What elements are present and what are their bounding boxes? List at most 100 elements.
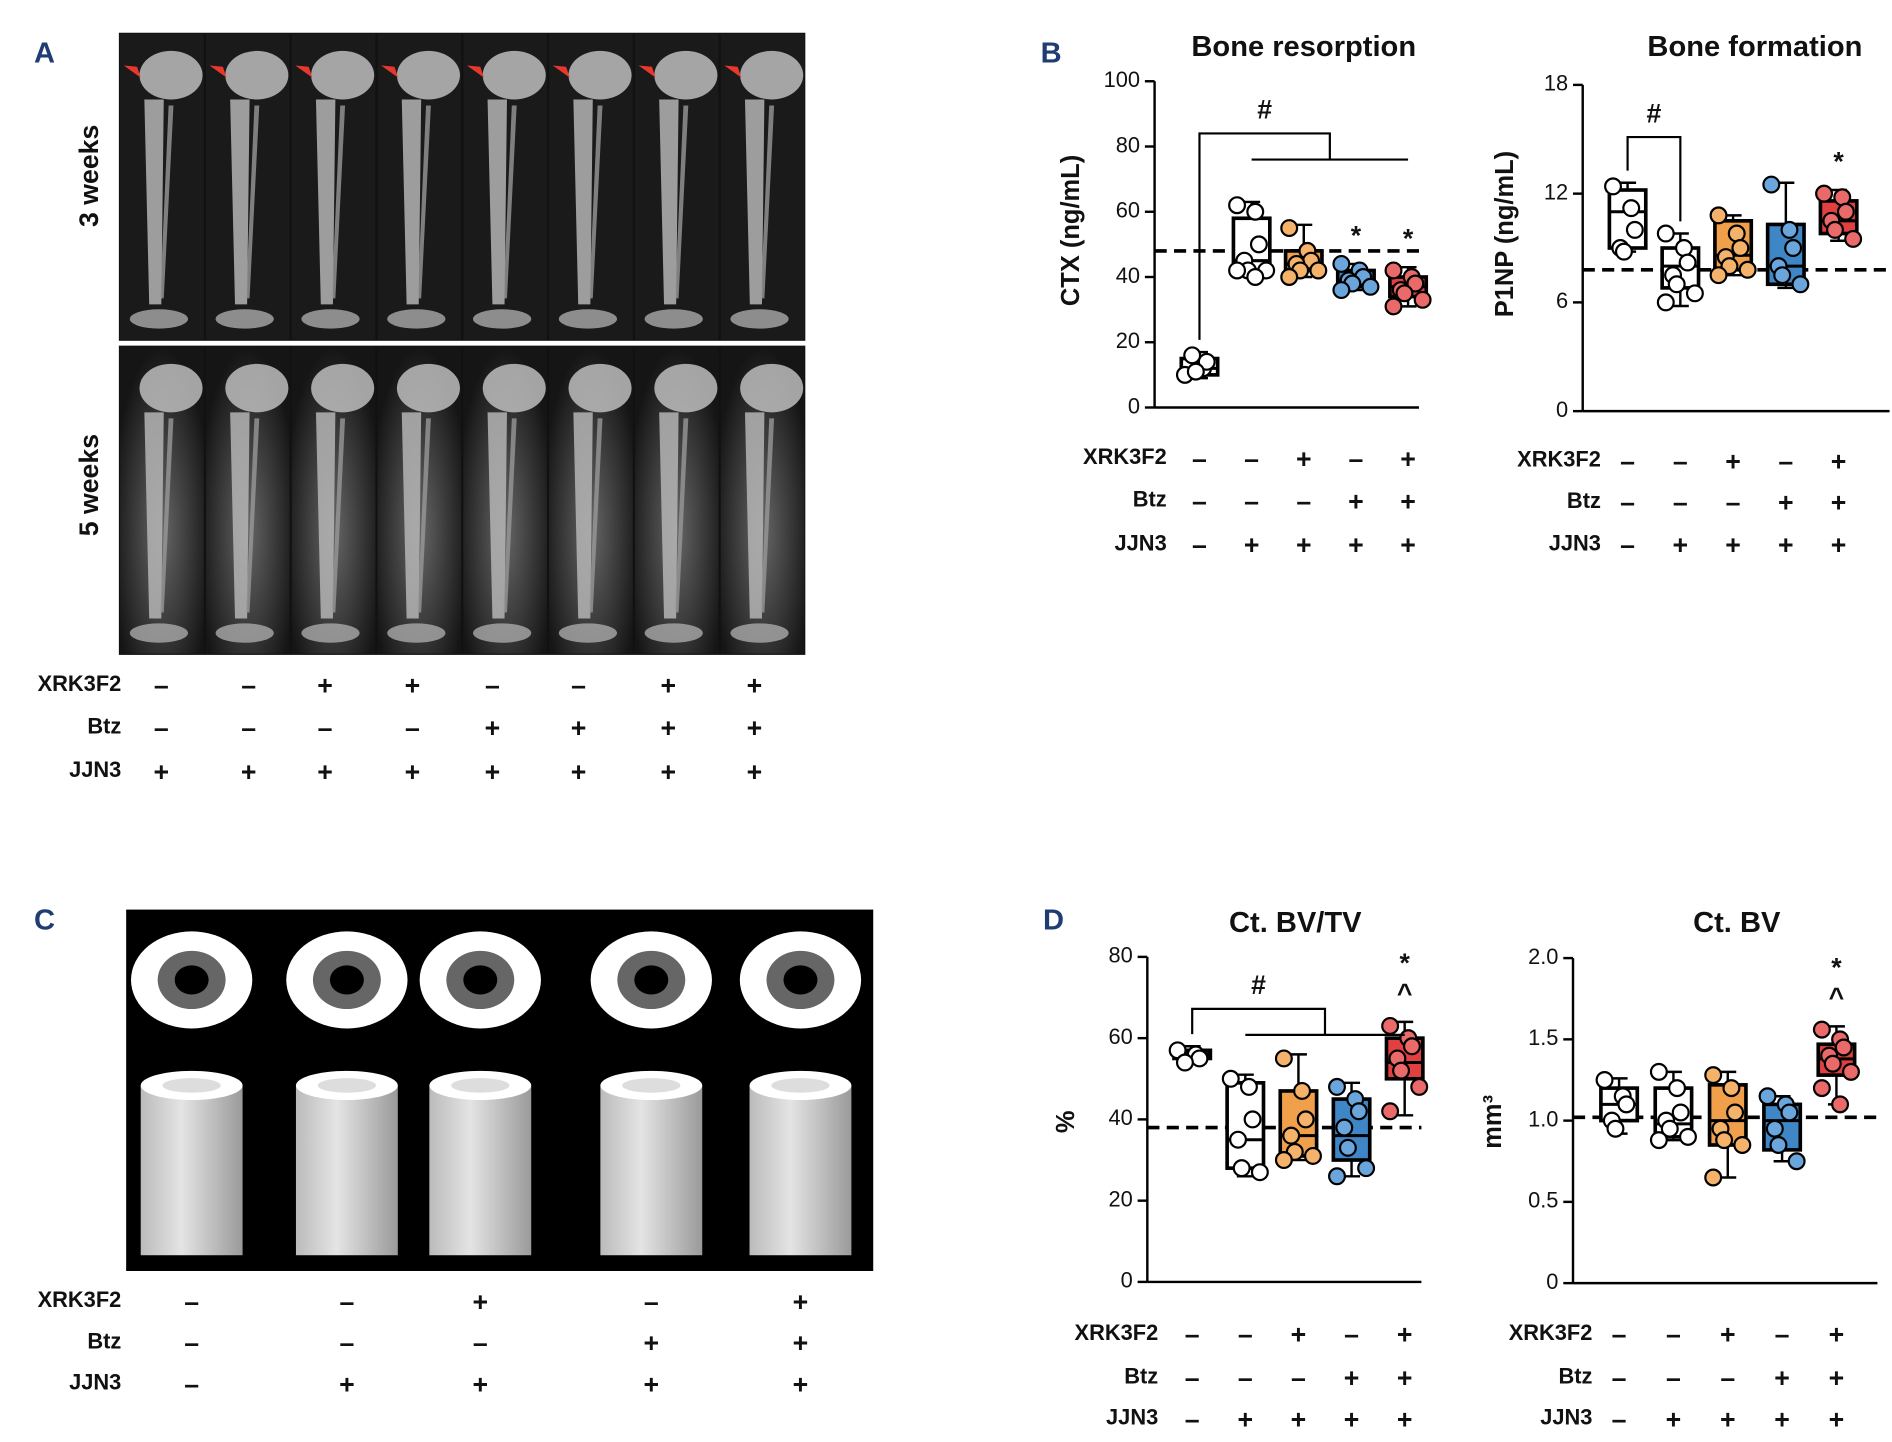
treatment-sign: – — [644, 1287, 659, 1317]
treatment-sign: + — [1397, 1363, 1413, 1393]
treatment-sign: + — [1831, 446, 1847, 476]
treatment-label: JJN3 — [1540, 1405, 1592, 1430]
treatment-sign: + — [1344, 1404, 1360, 1434]
bracket-label: # — [1647, 98, 1662, 128]
y-tick-label: 1.0 — [1528, 1106, 1558, 1131]
treatment-sign: – — [1238, 1320, 1253, 1350]
treatment-sign: – — [1296, 486, 1311, 516]
bracket — [1191, 1007, 1405, 1036]
data-point — [1722, 1079, 1741, 1098]
data-point — [1614, 242, 1633, 261]
data-point — [1780, 1103, 1799, 1122]
cylinder — [429, 1085, 532, 1256]
canal — [634, 965, 669, 995]
treatment-sign: + — [793, 1287, 809, 1317]
data-point — [1715, 1131, 1734, 1150]
bone-head — [654, 363, 718, 413]
panel-label: A — [34, 37, 55, 69]
treatment-sign: – — [184, 1287, 199, 1317]
data-point — [1762, 175, 1781, 194]
treatment-sign: – — [154, 713, 169, 743]
axis-label: CTX (ng/mL) — [1057, 155, 1085, 306]
data-point — [1186, 362, 1205, 381]
treatment-sign: – — [184, 1369, 199, 1399]
treatment-sign: – — [241, 713, 256, 743]
y-tick-label: 20 — [1116, 328, 1140, 353]
data-point — [1660, 1119, 1679, 1138]
treatment-sign: + — [1725, 530, 1741, 560]
data-point — [1668, 1079, 1687, 1098]
significance: ^ — [1829, 983, 1845, 1013]
chart-title: Ct. BV/TV — [1229, 907, 1362, 939]
bone-shaft — [487, 99, 507, 305]
data-point — [1595, 1071, 1614, 1089]
data-point — [1709, 206, 1728, 225]
bracket — [1198, 132, 1409, 340]
treatment-sign: – — [1185, 1363, 1200, 1393]
y-tick-label: 18 — [1544, 71, 1568, 96]
significance: * — [1351, 220, 1362, 250]
treatment-sign: + — [1831, 530, 1847, 560]
data-point — [1787, 1152, 1806, 1171]
data-point — [1844, 229, 1863, 248]
significance: * — [1399, 948, 1410, 978]
fibula — [245, 105, 260, 299]
data-point — [1246, 202, 1265, 221]
data-point — [1282, 1126, 1301, 1145]
arrow — [466, 65, 484, 78]
treatment-sign: + — [473, 1287, 489, 1317]
data-point — [1671, 1103, 1690, 1122]
bone-head — [396, 50, 460, 100]
cylinder — [600, 1085, 703, 1256]
data-point — [1332, 281, 1351, 300]
treatment-sign: + — [793, 1369, 809, 1399]
treatment-sign: + — [1397, 1320, 1413, 1350]
treatment-sign: – — [1778, 446, 1793, 476]
bone-shaft — [487, 412, 507, 619]
bone-head — [654, 50, 718, 100]
bone-shaft — [230, 99, 250, 305]
bone-foot — [215, 623, 274, 643]
treatment-sign: + — [1344, 1363, 1360, 1393]
data-point — [1381, 1016, 1400, 1035]
bone-shaft — [230, 412, 250, 619]
data-point — [1765, 1119, 1784, 1138]
treatment-sign: + — [1774, 1404, 1790, 1434]
treatment-label: Btz — [1133, 487, 1167, 512]
cylinder-canal — [317, 1078, 376, 1093]
data-point — [1791, 275, 1810, 294]
treatment-sign: + — [485, 713, 501, 743]
data-point — [1413, 290, 1432, 309]
canal — [463, 965, 498, 995]
data-point — [1738, 260, 1757, 279]
bone-head — [568, 50, 632, 100]
treatment-sign: + — [1778, 530, 1794, 560]
fibula — [331, 418, 346, 613]
bone-foot — [644, 309, 703, 329]
axis-label: P1NP (ng/mL) — [1491, 151, 1519, 317]
data-point — [1338, 1138, 1357, 1157]
y-tick-label: 0 — [1546, 1269, 1558, 1294]
data-point — [1812, 1079, 1831, 1098]
significance: * — [1831, 952, 1842, 982]
data-point — [1780, 220, 1799, 239]
data-point — [1197, 352, 1216, 371]
treatment-sign: – — [1673, 446, 1688, 476]
treatment-sign: + — [1829, 1320, 1845, 1350]
bone-shaft — [401, 99, 422, 305]
treatment-sign: + — [1238, 1404, 1254, 1434]
data-point — [1232, 1159, 1251, 1178]
significance: * — [1833, 146, 1844, 176]
data-point — [1625, 220, 1644, 239]
bone-head — [311, 363, 375, 413]
treatment-sign: – — [1344, 1320, 1359, 1350]
data-point — [1175, 1053, 1194, 1072]
treatment-label: JJN3 — [69, 757, 121, 782]
cylinder-canal — [622, 1078, 681, 1093]
bone-foot — [473, 623, 532, 643]
treatment-sign: + — [747, 671, 763, 701]
treatment-sign: + — [747, 757, 763, 787]
bone-shaft — [573, 412, 593, 619]
bone-head — [225, 50, 289, 100]
y-tick-label: 40 — [1116, 263, 1140, 288]
